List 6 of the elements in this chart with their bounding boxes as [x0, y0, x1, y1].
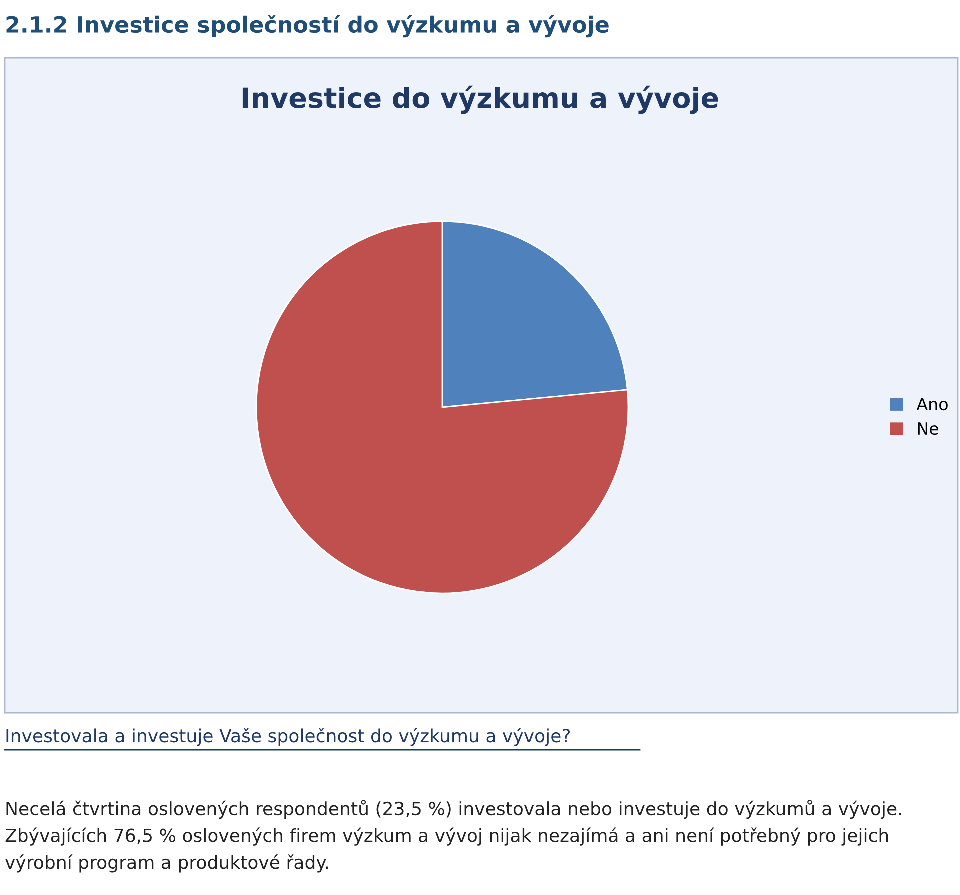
legend-label: Ano — [916, 398, 948, 411]
chart-title: Investice do výzkumu a vývoje — [242, 86, 718, 114]
text: Investovala a investuje Vaše společnost do výzkumu a vývoje? — [6, 728, 570, 746]
text: Necelá čtvrtina oslovených respondentů (23,5 %) investovala nebo investuje do výzkumů a vývoje. Zbývajících 76,5 % oslovených firem výzkum a vývoj nijak nezajímá a ani není potřebný pro jejich výrobní program a produktové řady. — [6, 800, 902, 873]
legend-label: Ne — [918, 422, 938, 436]
text: 2.1.2 Investice společností do výzkumu a vývoje — [6, 15, 609, 38]
